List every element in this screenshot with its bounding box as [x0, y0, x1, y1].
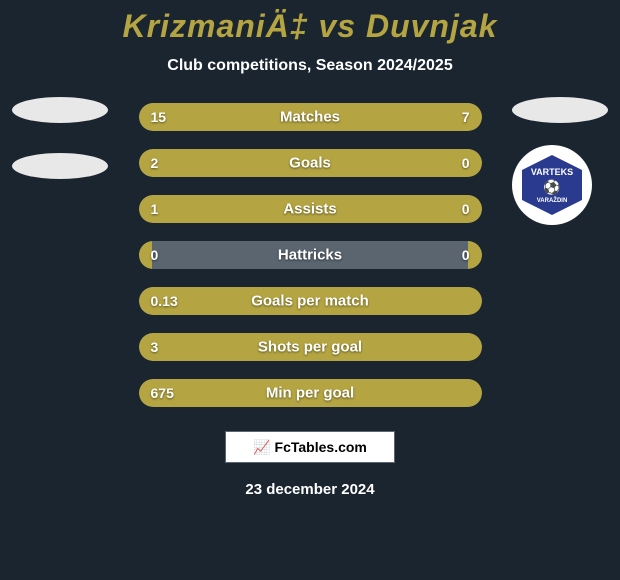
stat-label: Shots per goal	[258, 339, 362, 356]
stat-bar: 675 Min per goal	[139, 379, 482, 407]
stat-bar: 0.13 Goals per match	[139, 287, 482, 315]
chart-icon: 📈	[253, 439, 270, 456]
stat-bar: 15 7 Matches	[139, 103, 482, 131]
player-placeholder-icon	[12, 97, 108, 123]
club-badge-bottom-text: VARAŽDIN	[537, 198, 568, 204]
stats-area: VARTEKS ⚽ VARAŽDIN 15 7 Matches 2 0 Goals 1 0 As…	[0, 103, 620, 407]
footer-date: 23 december 2024	[245, 481, 374, 498]
club-badge-shield-icon: VARTEKS ⚽ VARAŽDIN	[522, 155, 582, 215]
stats-bars: 15 7 Matches 2 0 Goals 1 0 Assists 0 0 Hattricks 0.1…	[139, 103, 482, 407]
club-placeholder-icon	[12, 153, 108, 179]
stat-value-left: 2	[151, 155, 159, 171]
footer-brand-text: FcTables.com	[275, 439, 367, 455]
stat-label: Matches	[280, 109, 340, 126]
stat-value-right: 0	[462, 247, 470, 263]
stat-value-left: 0.13	[151, 293, 178, 309]
left-player-icons	[12, 97, 108, 179]
stat-value-left: 675	[151, 385, 174, 401]
stat-bar: 0 0 Hattricks	[139, 241, 482, 269]
stat-value-left: 15	[151, 109, 167, 125]
stat-value-left: 1	[151, 201, 159, 217]
stat-bar: 3 Shots per goal	[139, 333, 482, 361]
stat-label: Hattricks	[278, 247, 342, 264]
footer-brand-logo[interactable]: 📈 FcTables.com	[225, 431, 395, 463]
stat-bar: 1 0 Assists	[139, 195, 482, 223]
comparison-card: KrizmaniÄ‡ vs Duvnjak Club competitions,…	[0, 0, 620, 580]
stat-value-left: 3	[151, 339, 159, 355]
club-badge: VARTEKS ⚽ VARAŽDIN	[512, 145, 592, 225]
right-player-icons: VARTEKS ⚽ VARAŽDIN	[512, 97, 608, 225]
stat-label: Goals per match	[251, 293, 369, 310]
stat-bar: 2 0 Goals	[139, 149, 482, 177]
stat-value-left: 0	[151, 247, 159, 263]
page-title: KrizmaniÄ‡ vs Duvnjak	[123, 8, 498, 45]
stat-bar-right-fill	[468, 241, 482, 269]
stat-label: Min per goal	[266, 385, 354, 402]
stat-label: Goals	[289, 155, 331, 172]
stat-value-right: 0	[462, 201, 470, 217]
stat-value-right: 7	[462, 109, 470, 125]
player-placeholder-icon	[512, 97, 608, 123]
club-badge-ball-icon: ⚽	[543, 179, 560, 196]
club-badge-top-text: VARTEKS	[531, 167, 573, 177]
stat-label: Assists	[283, 201, 336, 218]
stat-value-right: 0	[462, 155, 470, 171]
page-subtitle: Club competitions, Season 2024/2025	[167, 57, 452, 75]
